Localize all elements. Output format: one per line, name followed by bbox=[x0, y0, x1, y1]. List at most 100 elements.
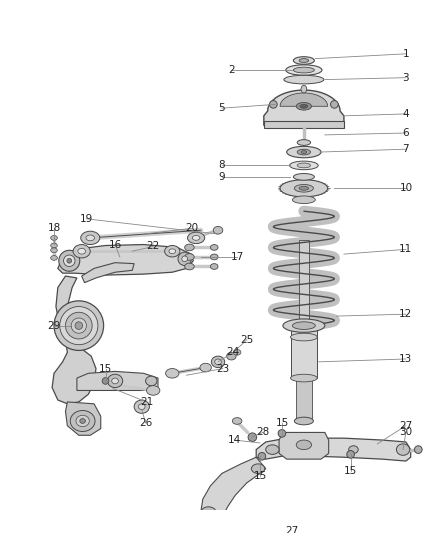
Ellipse shape bbox=[70, 410, 95, 432]
Ellipse shape bbox=[80, 418, 85, 423]
Ellipse shape bbox=[301, 151, 307, 154]
Polygon shape bbox=[256, 438, 411, 461]
Ellipse shape bbox=[210, 245, 218, 251]
Ellipse shape bbox=[299, 187, 309, 190]
Ellipse shape bbox=[251, 464, 265, 473]
Ellipse shape bbox=[134, 400, 149, 414]
Ellipse shape bbox=[300, 104, 307, 108]
Ellipse shape bbox=[233, 350, 241, 355]
Text: 30: 30 bbox=[399, 427, 413, 438]
Ellipse shape bbox=[192, 518, 202, 525]
Text: 15: 15 bbox=[344, 465, 357, 475]
Text: 5: 5 bbox=[219, 103, 225, 113]
Ellipse shape bbox=[165, 246, 180, 257]
Ellipse shape bbox=[51, 255, 57, 260]
Bar bbox=[296, 378, 311, 421]
Text: 7: 7 bbox=[403, 144, 409, 154]
Ellipse shape bbox=[294, 417, 314, 425]
Ellipse shape bbox=[297, 163, 311, 168]
Text: 1: 1 bbox=[403, 49, 409, 59]
Text: 14: 14 bbox=[228, 435, 241, 445]
Ellipse shape bbox=[280, 180, 328, 197]
Ellipse shape bbox=[201, 507, 216, 518]
Ellipse shape bbox=[290, 333, 317, 341]
Ellipse shape bbox=[232, 418, 242, 424]
Ellipse shape bbox=[107, 374, 123, 387]
Ellipse shape bbox=[78, 248, 85, 254]
Ellipse shape bbox=[286, 65, 322, 75]
Ellipse shape bbox=[293, 56, 314, 64]
Ellipse shape bbox=[301, 85, 307, 93]
Text: 10: 10 bbox=[399, 183, 413, 193]
Polygon shape bbox=[65, 402, 101, 435]
Polygon shape bbox=[52, 276, 96, 404]
Text: 6: 6 bbox=[403, 128, 409, 138]
Ellipse shape bbox=[297, 149, 311, 155]
Text: 25: 25 bbox=[240, 335, 253, 345]
Ellipse shape bbox=[185, 254, 194, 260]
Ellipse shape bbox=[138, 404, 145, 409]
Ellipse shape bbox=[169, 249, 176, 254]
Text: 20: 20 bbox=[185, 223, 198, 233]
Text: 15: 15 bbox=[253, 471, 267, 481]
Text: 11: 11 bbox=[399, 244, 413, 254]
Ellipse shape bbox=[269, 101, 277, 108]
Ellipse shape bbox=[210, 254, 218, 260]
Ellipse shape bbox=[287, 147, 321, 158]
Ellipse shape bbox=[293, 322, 315, 329]
Text: 13: 13 bbox=[399, 354, 413, 364]
Ellipse shape bbox=[187, 232, 205, 244]
Ellipse shape bbox=[248, 433, 257, 441]
Ellipse shape bbox=[213, 227, 223, 234]
Ellipse shape bbox=[212, 356, 225, 368]
Ellipse shape bbox=[414, 446, 422, 454]
Text: 8: 8 bbox=[219, 160, 225, 171]
Bar bbox=[290, 326, 317, 378]
Ellipse shape bbox=[59, 251, 80, 271]
Ellipse shape bbox=[349, 446, 358, 454]
Text: 28: 28 bbox=[256, 427, 269, 438]
Ellipse shape bbox=[166, 368, 179, 378]
Text: 24: 24 bbox=[227, 348, 240, 357]
Ellipse shape bbox=[294, 184, 314, 192]
Ellipse shape bbox=[284, 75, 324, 84]
Text: 9: 9 bbox=[219, 172, 225, 182]
Text: 23: 23 bbox=[216, 364, 230, 374]
Ellipse shape bbox=[278, 430, 286, 437]
Ellipse shape bbox=[182, 256, 187, 262]
Ellipse shape bbox=[283, 319, 325, 332]
Ellipse shape bbox=[266, 445, 279, 454]
Ellipse shape bbox=[200, 364, 212, 372]
Polygon shape bbox=[279, 432, 328, 459]
Ellipse shape bbox=[290, 161, 318, 169]
Bar bbox=[264, 120, 344, 128]
Ellipse shape bbox=[210, 264, 218, 269]
Ellipse shape bbox=[258, 453, 266, 460]
Ellipse shape bbox=[290, 374, 317, 382]
Ellipse shape bbox=[147, 386, 160, 395]
Ellipse shape bbox=[215, 359, 221, 365]
Ellipse shape bbox=[297, 140, 311, 146]
Ellipse shape bbox=[81, 231, 100, 245]
Text: 27: 27 bbox=[285, 526, 298, 533]
Ellipse shape bbox=[65, 312, 92, 339]
Ellipse shape bbox=[51, 248, 57, 253]
Ellipse shape bbox=[54, 301, 104, 350]
Ellipse shape bbox=[51, 243, 57, 248]
Text: 27: 27 bbox=[399, 421, 413, 431]
Text: 4: 4 bbox=[403, 109, 409, 119]
Bar bbox=[299, 240, 309, 326]
Ellipse shape bbox=[51, 236, 57, 240]
Polygon shape bbox=[77, 372, 158, 391]
Polygon shape bbox=[58, 245, 193, 275]
Text: 22: 22 bbox=[147, 241, 160, 252]
Text: 15: 15 bbox=[276, 418, 289, 428]
Ellipse shape bbox=[112, 378, 118, 384]
Text: 16: 16 bbox=[109, 239, 122, 249]
Ellipse shape bbox=[293, 67, 314, 73]
Ellipse shape bbox=[331, 101, 338, 108]
Ellipse shape bbox=[185, 244, 194, 251]
Ellipse shape bbox=[347, 450, 354, 458]
Text: 18: 18 bbox=[47, 223, 60, 233]
Ellipse shape bbox=[73, 245, 90, 258]
